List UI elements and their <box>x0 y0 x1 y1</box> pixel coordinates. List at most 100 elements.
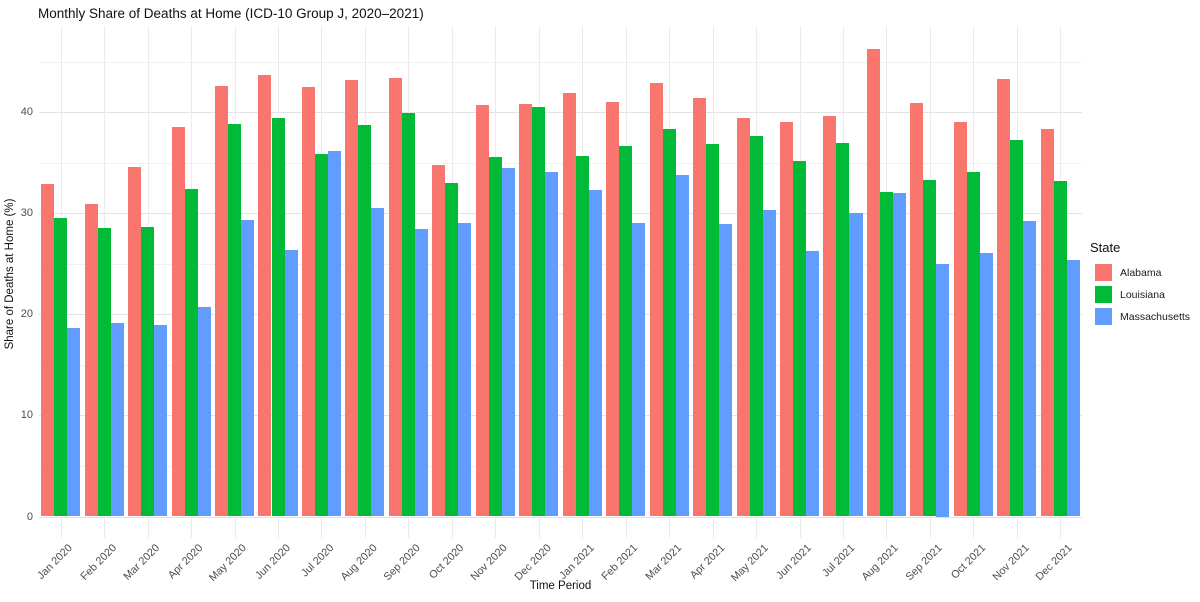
bar-alabama-jan-2021 <box>562 92 576 517</box>
x-tick-label: Jan 2020 <box>35 542 76 582</box>
bar-alabama-jul-2020 <box>301 86 315 517</box>
gridline-major <box>39 415 1082 417</box>
bar-massachusetts-oct-2021 <box>979 252 993 517</box>
bar-massachusetts-mar-2021 <box>675 174 689 517</box>
bar-louisiana-oct-2020 <box>445 182 459 517</box>
bar-massachusetts-sep-2021 <box>936 263 950 517</box>
x-tick-label: Jun 2020 <box>252 542 293 582</box>
bar-massachusetts-may-2020 <box>241 220 255 517</box>
legend-item-alabama: Alabama <box>1095 264 1200 281</box>
bar-massachusetts-jul-2020 <box>327 150 342 517</box>
legend-label: Louisiana <box>1120 288 1165 301</box>
legend-item-louisiana: Louisiana <box>1095 286 1200 303</box>
x-tick-label: Mar 2020 <box>121 542 163 583</box>
x-tick-label: Feb 2020 <box>77 542 119 583</box>
bar-louisiana-mar-2021 <box>662 129 676 517</box>
bar-alabama-feb-2020 <box>84 204 98 517</box>
bar-alabama-oct-2021 <box>953 122 967 517</box>
bar-alabama-aug-2021 <box>866 49 880 517</box>
x-tick-label: Aug 2020 <box>338 542 380 584</box>
plot-panel <box>39 26 1082 538</box>
bar-alabama-sep-2021 <box>910 103 924 517</box>
legend-title: State <box>1090 240 1121 255</box>
bar-alabama-jun-2021 <box>779 122 793 517</box>
x-tick-label: May 2020 <box>207 542 250 585</box>
bar-massachusetts-nov-2020 <box>501 167 515 517</box>
legend-swatch-massachusetts <box>1095 308 1112 325</box>
bar-louisiana-jan-2021 <box>575 155 589 517</box>
bar-alabama-oct-2020 <box>432 164 446 517</box>
legend-items: Alabama Louisiana Massachusetts <box>1090 264 1200 325</box>
gridline-minor <box>39 61 1082 63</box>
bar-louisiana-oct-2021 <box>966 171 980 517</box>
gridline-major <box>39 213 1082 215</box>
x-tick-label: Feb 2021 <box>599 542 641 583</box>
bar-louisiana-jun-2020 <box>271 118 285 517</box>
bar-alabama-jun-2020 <box>258 74 272 517</box>
bar-alabama-sep-2020 <box>388 77 402 517</box>
bar-massachusetts-jan-2021 <box>588 189 602 517</box>
bar-alabama-aug-2020 <box>345 79 359 517</box>
x-tick-label: Jul 2021 <box>820 542 858 580</box>
bar-massachusetts-jul-2021 <box>849 213 863 517</box>
bar-louisiana-aug-2020 <box>358 125 372 517</box>
bar-alabama-apr-2021 <box>693 97 707 517</box>
bar-alabama-apr-2020 <box>171 127 185 517</box>
gridline-major <box>39 112 1082 114</box>
y-tick-label: 0 <box>26 510 33 523</box>
x-tick-label: Jul 2020 <box>298 542 336 580</box>
gridline-minor <box>39 263 1082 265</box>
bar-massachusetts-feb-2020 <box>110 323 124 517</box>
chart-title: Monthly Share of Deaths at Home (ICD-10 … <box>38 6 424 21</box>
bar-louisiana-sep-2020 <box>401 113 415 517</box>
legend: State Alabama Louisiana Massachusetts <box>1090 240 1200 330</box>
bar-louisiana-nov-2020 <box>488 156 502 517</box>
x-tick-label: Apr 2021 <box>687 542 728 582</box>
y-tick-label: 30 <box>20 207 33 220</box>
bar-alabama-mar-2020 <box>128 166 142 517</box>
bar-massachusetts-sep-2020 <box>414 229 428 517</box>
bar-massachusetts-jun-2021 <box>806 250 820 517</box>
x-tick-label: Nov 2020 <box>468 542 510 584</box>
legend-label: Alabama <box>1120 266 1162 279</box>
bar-louisiana-may-2021 <box>749 136 763 517</box>
bar-louisiana-dec-2020 <box>532 107 546 517</box>
x-tick-label: Jun 2021 <box>774 542 815 582</box>
legend-item-massachusetts: Massachusetts <box>1095 308 1200 325</box>
bar-louisiana-feb-2021 <box>619 146 633 517</box>
bar-massachusetts-dec-2020 <box>545 171 559 517</box>
x-tick-label: Dec 2021 <box>1033 542 1075 584</box>
legend-label: Massachusetts <box>1120 310 1191 323</box>
x-tick-label: Dec 2020 <box>512 542 554 584</box>
bar-massachusetts-dec-2021 <box>1066 259 1080 517</box>
x-tick-label: Jan 2021 <box>556 542 597 582</box>
bar-alabama-may-2021 <box>736 118 750 517</box>
x-tick-label: Nov 2021 <box>990 542 1032 584</box>
bar-massachusetts-jan-2020 <box>67 328 81 517</box>
bar-louisiana-apr-2021 <box>706 144 720 517</box>
x-tick-label: Oct 2020 <box>426 542 467 582</box>
bar-alabama-feb-2021 <box>606 101 620 517</box>
x-axis-title: Time Period <box>529 580 592 592</box>
bar-louisiana-nov-2021 <box>1010 140 1024 517</box>
bar-massachusetts-may-2021 <box>762 210 776 517</box>
legend-swatch-alabama <box>1095 264 1112 281</box>
bar-alabama-mar-2021 <box>649 82 663 517</box>
bar-alabama-jul-2021 <box>823 116 837 517</box>
x-tick-label: Sep 2021 <box>903 542 945 584</box>
bar-louisiana-jan-2020 <box>54 218 68 517</box>
gridline-major <box>39 314 1082 316</box>
bar-louisiana-dec-2021 <box>1053 180 1067 517</box>
y-axis-title: Share of Deaths at Home (%) <box>4 198 16 350</box>
gridline-minor <box>39 465 1082 467</box>
legend-swatch-louisiana <box>1095 286 1112 303</box>
x-tick-label: Oct 2021 <box>948 542 988 582</box>
bar-massachusetts-jun-2020 <box>284 249 298 517</box>
bar-massachusetts-feb-2021 <box>632 223 646 517</box>
y-tick-label: 40 <box>20 106 33 119</box>
y-tick-label: 20 <box>20 308 33 321</box>
bar-louisiana-sep-2021 <box>923 179 937 517</box>
bar-alabama-jan-2020 <box>41 183 55 517</box>
bar-louisiana-jun-2021 <box>793 160 807 517</box>
x-tick-label: Apr 2020 <box>166 542 206 582</box>
